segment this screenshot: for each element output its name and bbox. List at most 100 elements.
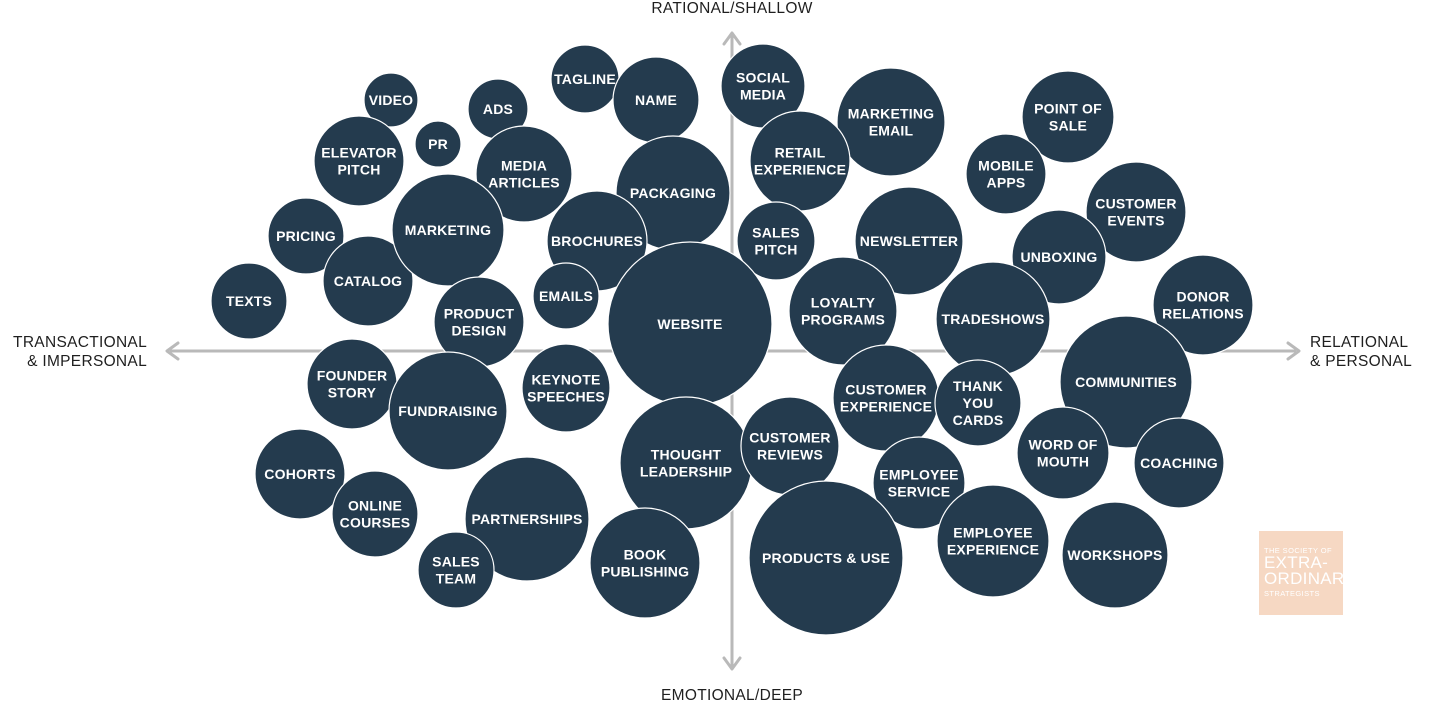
bubble-label: NAME bbox=[635, 92, 677, 108]
bubble-label: RETAIL bbox=[775, 145, 826, 161]
right-arrow-icon bbox=[1286, 341, 1301, 361]
bubble-circle bbox=[417, 531, 495, 609]
bubble-circle bbox=[1133, 417, 1225, 509]
bubble-workshops: WORKSHOPS bbox=[1061, 501, 1169, 609]
bubble-label: NEWSLETTER bbox=[860, 233, 958, 249]
bubble-circle bbox=[936, 484, 1050, 598]
bubble-cohorts: COHORTS bbox=[254, 428, 346, 520]
bubble-label: EMPLOYEE bbox=[953, 525, 1032, 541]
bubble-circle bbox=[1016, 406, 1110, 500]
bubble-label: PR bbox=[428, 136, 448, 152]
bubble-label: DESIGN bbox=[452, 323, 507, 339]
bubble-label: EMPLOYEE bbox=[879, 467, 958, 483]
bubble-label: MARKETING bbox=[848, 106, 935, 122]
bubble-pr: PR bbox=[414, 120, 462, 168]
bubble-label: MOBILE bbox=[978, 158, 1034, 174]
bubble-label: CUSTOMER bbox=[749, 430, 830, 446]
bubble-fundraising: FUNDRAISING bbox=[388, 351, 508, 471]
bubble-label: PRODUCTS & USE bbox=[762, 550, 890, 566]
bubble-label: KEYNOTE bbox=[531, 372, 600, 388]
bubble-circle bbox=[854, 186, 964, 296]
bubble-label: COHORTS bbox=[264, 466, 335, 482]
bubble-label: PUBLISHING bbox=[601, 564, 689, 580]
up-arrow-icon bbox=[722, 31, 742, 46]
bubble-circle bbox=[934, 359, 1022, 447]
bubble-label: MEDIA bbox=[501, 158, 547, 174]
bubble-circle bbox=[388, 351, 508, 471]
bubble-circle bbox=[1059, 315, 1193, 449]
bubble-circle bbox=[532, 262, 600, 330]
bubble-circle bbox=[788, 256, 898, 366]
bubble-label: THOUGHT bbox=[651, 447, 722, 463]
bubble-circle bbox=[313, 115, 405, 207]
bubble-circle bbox=[475, 125, 573, 223]
bubble-label: PRODUCT bbox=[444, 306, 515, 322]
society-logo: THE SOCIETY OF EXTRA-ORDINARY STRATEGIST… bbox=[1259, 531, 1356, 615]
axis-label-left-line2: & IMPERSONAL bbox=[27, 353, 147, 370]
bubble-label: SALES bbox=[432, 554, 480, 570]
bubble-label: ADS bbox=[483, 101, 513, 117]
bubble-label: MOUTH bbox=[1037, 454, 1089, 470]
bubble-label: COACHING bbox=[1140, 455, 1218, 471]
bubble-label: WORKSHOPS bbox=[1067, 547, 1162, 563]
bubble-label: PROGRAMS bbox=[801, 312, 885, 328]
bubble-label: BOOK bbox=[624, 547, 667, 563]
bubble-label: ELEVATOR bbox=[321, 145, 397, 161]
logo-line-1: THE SOCIETY OF bbox=[1264, 546, 1332, 555]
bubble-circle bbox=[736, 201, 816, 281]
bubble-label: STORY bbox=[328, 385, 377, 401]
bubble-video: VIDEO bbox=[363, 72, 419, 128]
bubble-label: UNBOXING bbox=[1020, 249, 1097, 265]
bubble-label: RELATIONS bbox=[1162, 306, 1244, 322]
bubble-label: WORD OF bbox=[1028, 437, 1097, 453]
bubble-partnerships: PARTNERSHIPS bbox=[464, 456, 590, 582]
bubble-label: PRICING bbox=[276, 228, 336, 244]
bubble-label: PACKAGING bbox=[630, 185, 716, 201]
bubble-label: POINT OF bbox=[1034, 101, 1102, 117]
bubble-products-use: PRODUCTS & USE bbox=[748, 480, 904, 636]
bubble-label: TRADESHOWS bbox=[941, 311, 1044, 327]
bubble-circle bbox=[1152, 254, 1254, 356]
bubble-circle bbox=[836, 67, 946, 177]
bubble-label: PARTNERSHIPS bbox=[471, 511, 582, 527]
bubble-texts: TEXTS bbox=[210, 262, 288, 340]
bubble-label: MARKETING bbox=[405, 222, 492, 238]
down-arrow-icon bbox=[722, 656, 742, 671]
bubble-communities: COMMUNITIES bbox=[1059, 315, 1193, 449]
axis-label-top: RATIONAL/SHALLOW bbox=[651, 0, 812, 17]
bubble-label: TAGLINE bbox=[554, 71, 616, 87]
bubble-label: EMAILS bbox=[539, 288, 593, 304]
bubble-label: LEADERSHIP bbox=[640, 464, 732, 480]
bubble-circle bbox=[267, 197, 345, 275]
bubble-label: CARDS bbox=[953, 412, 1004, 428]
bubble-label: SPEECHES bbox=[527, 389, 605, 405]
bubble-name: NAME bbox=[612, 56, 700, 144]
bubble-label: WEBSITE bbox=[657, 316, 722, 332]
bubble-label: EVENTS bbox=[1107, 213, 1164, 229]
bubble-coaching: COACHING bbox=[1133, 417, 1225, 509]
bubble-label: ONLINE bbox=[348, 498, 402, 514]
bubble-newsletter: NEWSLETTER bbox=[854, 186, 964, 296]
bubble-circle bbox=[363, 72, 419, 128]
bubble-circle bbox=[414, 120, 462, 168]
bubble-circle bbox=[748, 480, 904, 636]
bubble-label: CATALOG bbox=[334, 273, 403, 289]
axis-label-right-line1: RELATIONAL bbox=[1310, 334, 1408, 351]
bubble-marketing: MARKETING bbox=[391, 173, 505, 287]
bubble-label: APPS bbox=[987, 175, 1026, 191]
bubble-label: EMAIL bbox=[869, 123, 914, 139]
bubble-label: CUSTOMER bbox=[845, 382, 926, 398]
